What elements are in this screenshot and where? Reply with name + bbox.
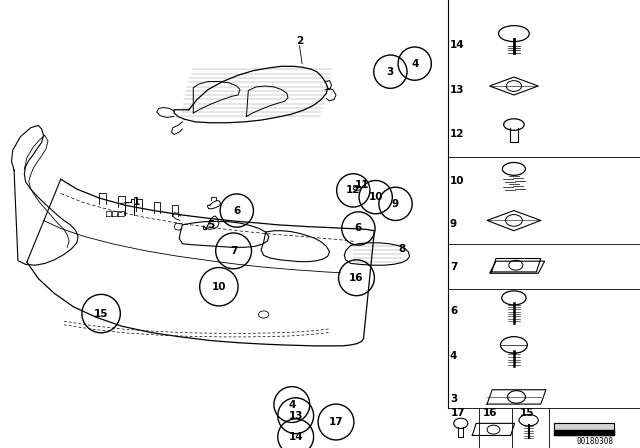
Text: 7: 7 xyxy=(450,262,458,271)
Text: 9: 9 xyxy=(450,219,457,229)
Text: 14: 14 xyxy=(450,40,465,50)
Text: 16: 16 xyxy=(483,408,498,418)
Text: 7: 7 xyxy=(230,246,237,256)
Text: 17: 17 xyxy=(329,417,343,427)
Text: 15: 15 xyxy=(520,408,534,418)
Text: 16: 16 xyxy=(349,273,364,283)
Text: 4: 4 xyxy=(450,351,458,361)
Text: 10: 10 xyxy=(212,282,226,292)
Text: 17: 17 xyxy=(451,408,466,418)
Text: 6: 6 xyxy=(355,224,362,233)
Polygon shape xyxy=(554,430,614,435)
Text: 13: 13 xyxy=(289,411,303,421)
Text: 12: 12 xyxy=(346,185,360,195)
Text: 11: 11 xyxy=(355,180,369,190)
Text: 4: 4 xyxy=(288,400,296,409)
Text: 3: 3 xyxy=(387,67,394,77)
Text: 12: 12 xyxy=(450,129,465,139)
Text: 15: 15 xyxy=(94,309,108,319)
Text: 3: 3 xyxy=(450,394,457,404)
Text: 13: 13 xyxy=(450,85,465,95)
Text: 4: 4 xyxy=(411,59,419,69)
Text: 10: 10 xyxy=(369,192,383,202)
Text: 14: 14 xyxy=(289,432,303,442)
Text: 5: 5 xyxy=(207,220,215,230)
Text: 8: 8 xyxy=(398,244,406,254)
Text: 9: 9 xyxy=(392,199,399,209)
Text: 1: 1 xyxy=(132,198,140,207)
Text: 6: 6 xyxy=(233,206,241,215)
Text: 10: 10 xyxy=(450,177,465,186)
Text: 6: 6 xyxy=(450,306,457,316)
Text: 00180308: 00180308 xyxy=(576,437,613,446)
Polygon shape xyxy=(554,423,614,435)
Text: 2: 2 xyxy=(296,36,303,46)
